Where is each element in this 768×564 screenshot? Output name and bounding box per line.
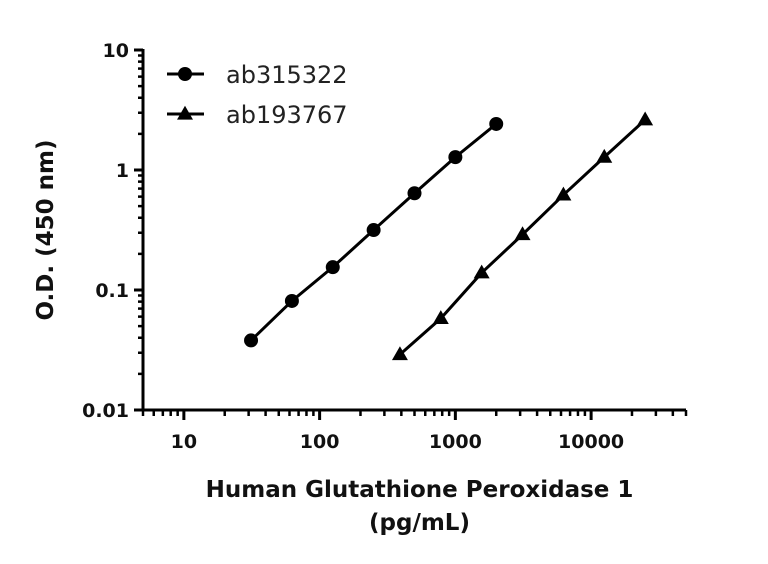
data-point-triangle xyxy=(555,186,572,201)
x-tick-label: 100 xyxy=(300,431,340,453)
data-point-circle xyxy=(407,186,422,201)
data-point-triangle xyxy=(391,346,408,361)
y-axis-title: O.D. (450 nm) xyxy=(33,139,59,320)
x-tick-label: 10000 xyxy=(558,431,624,453)
data-point-triangle xyxy=(637,111,654,126)
data-point-circle xyxy=(325,260,340,275)
plot-area xyxy=(244,111,654,361)
data-point-circle xyxy=(448,150,463,165)
data-point-triangle xyxy=(177,105,193,120)
legend-item: ab315322 xyxy=(167,61,348,89)
legend-label: ab193767 xyxy=(226,101,348,129)
axes: 0.01 0.1 1 10 10 100 1000 10000 xyxy=(82,40,688,453)
series-ab193767 xyxy=(391,111,654,361)
y-tick-label: 1 xyxy=(116,160,129,182)
data-point-triangle xyxy=(473,264,490,279)
data-point-circle xyxy=(489,116,504,131)
data-point-triangle xyxy=(432,310,449,324)
data-point-circle xyxy=(178,67,192,81)
axis-titles: Human Glutathione Peroxidase 1 (pg/mL) O.D… xyxy=(33,139,633,536)
series-ab315322 xyxy=(244,116,504,348)
data-point-circle xyxy=(244,333,259,348)
x-axis-title: Human Glutathione Peroxidase 1 xyxy=(206,477,634,503)
legend-label: ab315322 xyxy=(226,61,348,89)
y-tick-label: 10 xyxy=(103,40,129,62)
legend-item: ab193767 xyxy=(167,101,348,129)
y-tick-label: 0.1 xyxy=(95,280,129,302)
data-point-circle xyxy=(284,293,299,308)
x-axis-title: (pg/mL) xyxy=(369,510,470,536)
y-tick-label: 0.01 xyxy=(82,400,129,422)
x-tick-label: 10 xyxy=(171,431,197,453)
data-point-triangle xyxy=(514,226,531,241)
x-tick-label: 1000 xyxy=(429,431,482,453)
legend: ab315322 ab193767 xyxy=(167,61,348,129)
data-point-triangle xyxy=(596,148,613,163)
data-point-circle xyxy=(366,223,381,238)
